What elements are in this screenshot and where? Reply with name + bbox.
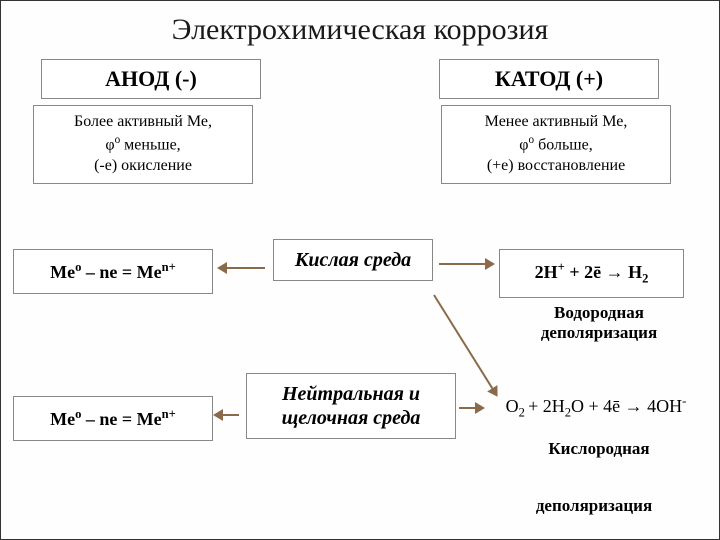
anode-eq-neutral: Meo – ne = Men+ [13, 396, 213, 441]
env-acid: Кислая среда [273, 239, 433, 281]
depol-oxygen-a: Кислородная [499, 439, 699, 459]
cathode-eq-neutral: O2 + 2H2O + 4ē → 4OH- [471, 394, 720, 421]
arrow-acid-left [227, 267, 265, 269]
anode-header: АНОД (-) [41, 59, 261, 99]
page-title: Электрохимическая коррозия [1, 1, 719, 57]
cathode-eq-acid: 2H+ + 2ē → H2 [499, 249, 684, 298]
anode-desc: Более активный Ме,φо меньше,(-е) окислен… [33, 105, 253, 184]
env-neutral: Нейтральная и щелочная среда [246, 373, 456, 439]
anode-eq-acid: Meo – ne = Men+ [13, 249, 213, 294]
cathode-desc: Менее активный Ме,φо больше,(+е) восстан… [441, 105, 671, 184]
cathode-header: КАТОД (+) [439, 59, 659, 99]
arrow-acid-right [439, 263, 485, 265]
depol-hydrogen: Водородная деполяризация [499, 303, 699, 344]
arrow-neutral-left [223, 414, 239, 416]
depol-oxygen-b: деполяризация [479, 496, 709, 516]
